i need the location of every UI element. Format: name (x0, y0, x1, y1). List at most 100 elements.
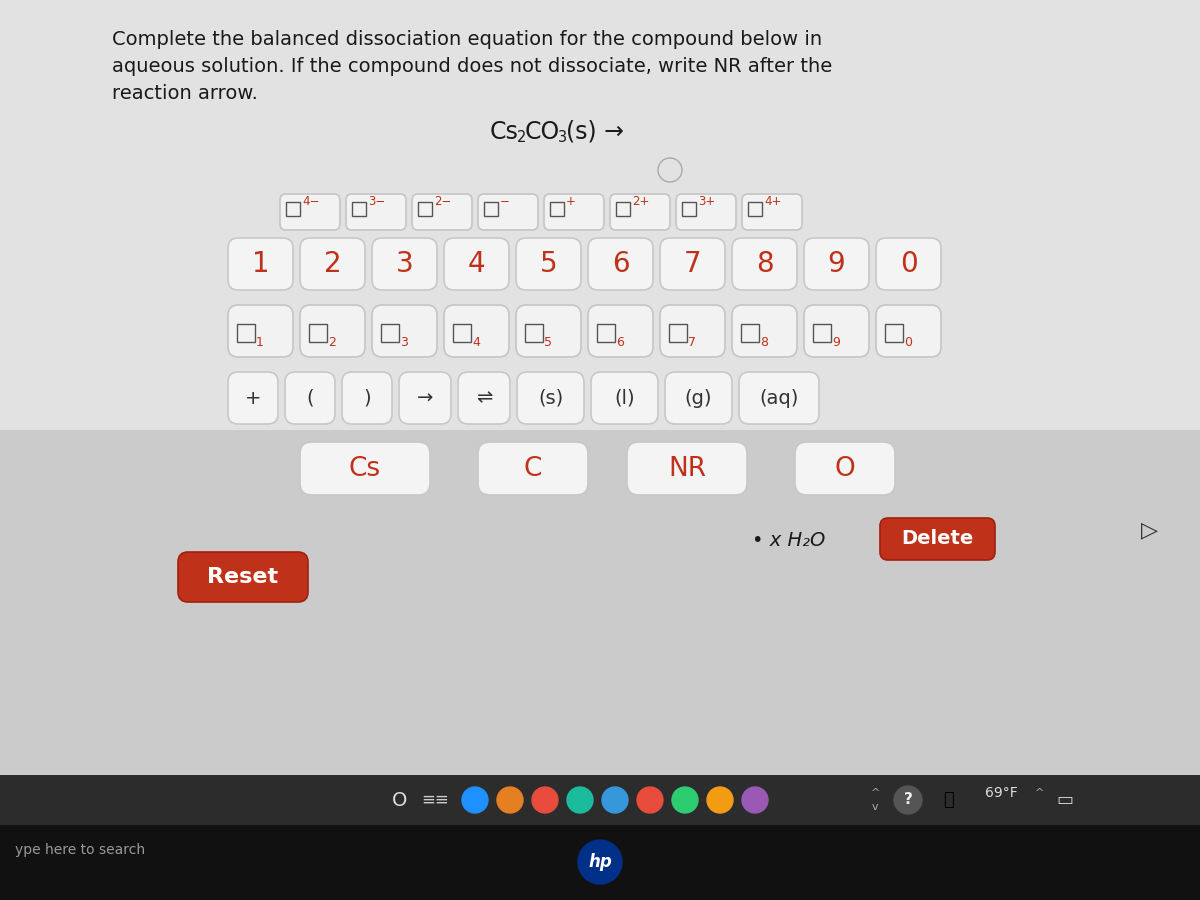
Text: ≡≡: ≡≡ (421, 791, 449, 809)
FancyBboxPatch shape (739, 372, 818, 424)
Bar (352, 202, 366, 216)
Text: ⇌: ⇌ (476, 389, 492, 408)
FancyBboxPatch shape (516, 238, 581, 290)
FancyBboxPatch shape (660, 238, 725, 290)
Text: 3: 3 (396, 250, 413, 278)
Circle shape (532, 787, 558, 813)
Circle shape (568, 787, 593, 813)
FancyBboxPatch shape (346, 194, 406, 230)
Circle shape (497, 787, 523, 813)
Text: (s): (s) (538, 389, 563, 408)
Circle shape (602, 787, 628, 813)
Bar (0, 430, 1200, 775)
Text: 3+: 3+ (698, 195, 715, 209)
Text: ): ) (364, 389, 371, 408)
Text: 8: 8 (756, 250, 773, 278)
Circle shape (672, 787, 698, 813)
FancyBboxPatch shape (660, 305, 725, 357)
Bar (238, 324, 256, 342)
FancyBboxPatch shape (300, 442, 430, 495)
Bar (748, 202, 762, 216)
Text: 0: 0 (900, 250, 917, 278)
Text: +: + (566, 195, 576, 209)
Bar (526, 324, 542, 342)
FancyBboxPatch shape (300, 238, 365, 290)
Circle shape (894, 786, 922, 814)
FancyBboxPatch shape (478, 194, 538, 230)
Text: 2: 2 (324, 250, 341, 278)
FancyBboxPatch shape (478, 442, 588, 495)
Bar (0, 825, 1200, 900)
Text: 5: 5 (544, 336, 552, 349)
Text: • x H₂O: • x H₂O (752, 530, 826, 550)
Text: NR: NR (668, 455, 706, 482)
FancyBboxPatch shape (372, 305, 437, 357)
Bar (454, 324, 470, 342)
FancyBboxPatch shape (592, 372, 658, 424)
FancyBboxPatch shape (628, 442, 746, 495)
Text: 7: 7 (688, 336, 696, 349)
Text: ▷: ▷ (1141, 520, 1158, 540)
Text: ^: ^ (870, 788, 880, 798)
Bar (682, 202, 696, 216)
FancyBboxPatch shape (342, 372, 392, 424)
FancyBboxPatch shape (610, 194, 670, 230)
Text: Cs: Cs (349, 455, 382, 482)
FancyBboxPatch shape (228, 305, 293, 357)
FancyBboxPatch shape (300, 305, 365, 357)
FancyBboxPatch shape (178, 552, 308, 602)
Circle shape (462, 787, 488, 813)
Text: →: → (416, 389, 433, 408)
Text: aqueous solution. If the compound does not dissociate, write NR after the: aqueous solution. If the compound does n… (112, 57, 833, 76)
FancyBboxPatch shape (372, 238, 437, 290)
Text: 8: 8 (760, 336, 768, 349)
Bar (0, 775, 1200, 825)
Text: C: C (524, 455, 542, 482)
FancyBboxPatch shape (804, 305, 869, 357)
Text: +: + (245, 389, 262, 408)
Text: ▭: ▭ (1056, 791, 1074, 809)
Text: ype here to search: ype here to search (14, 843, 145, 857)
Text: 6: 6 (612, 250, 629, 278)
Text: Delete: Delete (901, 529, 973, 548)
Text: 3: 3 (558, 130, 568, 146)
Text: 9: 9 (828, 250, 845, 278)
FancyBboxPatch shape (398, 372, 451, 424)
Text: −: − (500, 195, 510, 209)
Text: v: v (871, 802, 878, 812)
Circle shape (707, 787, 733, 813)
Text: reaction arrow.: reaction arrow. (112, 84, 258, 103)
FancyBboxPatch shape (544, 194, 604, 230)
FancyBboxPatch shape (228, 238, 293, 290)
Text: CO: CO (526, 120, 560, 144)
Bar (742, 324, 760, 342)
Text: ^: ^ (1036, 788, 1045, 798)
Bar (0, 775, 1200, 825)
Text: 69°F: 69°F (985, 786, 1018, 800)
Bar (484, 202, 498, 216)
FancyBboxPatch shape (876, 238, 941, 290)
Text: 5: 5 (540, 250, 557, 278)
FancyBboxPatch shape (516, 305, 581, 357)
Bar (550, 202, 564, 216)
FancyBboxPatch shape (804, 238, 869, 290)
FancyBboxPatch shape (412, 194, 472, 230)
FancyBboxPatch shape (732, 238, 797, 290)
Circle shape (742, 787, 768, 813)
Text: 4: 4 (468, 250, 485, 278)
Text: 2: 2 (517, 130, 527, 146)
Text: 0: 0 (904, 336, 912, 349)
Bar (382, 324, 398, 342)
Bar (616, 202, 630, 216)
FancyBboxPatch shape (742, 194, 802, 230)
Bar (598, 324, 616, 342)
Text: Cs: Cs (490, 120, 518, 144)
Bar (418, 202, 432, 216)
Text: Reset: Reset (208, 567, 278, 587)
FancyBboxPatch shape (286, 372, 335, 424)
Text: 4−: 4− (302, 195, 319, 209)
Bar (0, 0, 1200, 430)
Bar (814, 324, 830, 342)
Bar (670, 324, 686, 342)
Text: O: O (392, 790, 408, 809)
